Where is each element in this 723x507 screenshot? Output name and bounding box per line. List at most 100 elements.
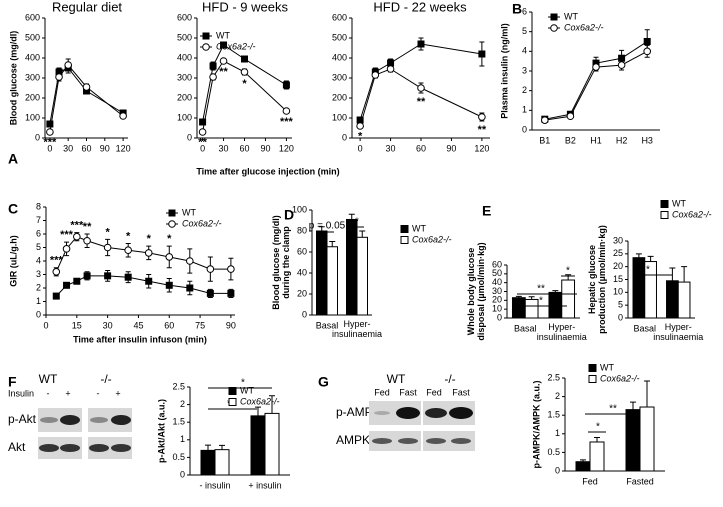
- legend-label: Cox6a2-/-: [600, 373, 640, 383]
- legend-marker: [168, 220, 176, 228]
- annotation: *: [355, 217, 359, 228]
- y-tick-label: 4: [36, 255, 41, 265]
- annotation: *: [646, 265, 650, 276]
- blot-lane: +: [115, 388, 120, 398]
- annotation: *: [241, 378, 245, 389]
- x-tick-label: 0: [43, 320, 48, 330]
- marker: [282, 107, 291, 115]
- y-tick-label: 40: [297, 267, 307, 277]
- y-tick-label: 100: [292, 204, 307, 214]
- panel-label: D: [284, 207, 294, 223]
- x-tick-label: 90: [446, 143, 456, 153]
- marker: [52, 268, 61, 276]
- blot-lane: -: [47, 388, 50, 398]
- blot-band: [90, 417, 108, 423]
- blot-row: Akt: [8, 440, 26, 454]
- blot-band: [398, 438, 418, 444]
- y-tick-label: 3: [36, 269, 41, 279]
- marker: [209, 73, 217, 81]
- blot-band: [449, 407, 473, 419]
- marker: [124, 273, 132, 281]
- legend-label: WT: [672, 198, 686, 208]
- blot-g: WT -/- Fed Fast Fed Fast p-AMPK AMPK: [336, 372, 475, 451]
- bar: [524, 298, 539, 319]
- y-tick-label: 0.5: [547, 447, 560, 457]
- blot-band: [374, 411, 390, 415]
- y-tick-label: 50: [492, 268, 502, 278]
- bar: [316, 230, 328, 316]
- blot-band: [40, 417, 58, 423]
- marker: [73, 277, 81, 285]
- error-bar: [647, 255, 654, 262]
- x-tick-label: 30: [103, 320, 113, 330]
- y-tick-label: 20: [492, 295, 502, 305]
- y-tick-label: 0: [497, 312, 502, 322]
- legend-label: WT: [600, 362, 614, 372]
- error-bar: [318, 226, 325, 231]
- significance: *: [358, 131, 363, 143]
- y-tick-label: 3: [522, 65, 527, 75]
- y-tick-label: 500: [332, 32, 347, 42]
- marker: [103, 243, 112, 252]
- y-tick-label: 7: [36, 215, 41, 225]
- y-tick-label: 0: [342, 132, 347, 142]
- marker: [219, 57, 228, 65]
- marker: [541, 116, 549, 124]
- error-bar: [594, 437, 600, 442]
- series-line: [55, 275, 231, 297]
- x-tick-label: Fasted: [626, 476, 654, 486]
- significance: ***: [280, 116, 294, 128]
- y-tick-label: 600: [332, 12, 347, 22]
- legend-marker: [550, 13, 558, 21]
- marker: [83, 236, 91, 245]
- blot-band: [60, 444, 80, 452]
- marker: [46, 120, 54, 128]
- blot-lane: Fed: [426, 387, 442, 397]
- y-tick-label: 400: [25, 52, 40, 62]
- annotation: *: [539, 296, 543, 307]
- legend-label: WT: [240, 385, 254, 395]
- chart: 0 5 10 15 20 25 30 Basal Hyper-insulinaemia Hepat…: [587, 198, 711, 342]
- blot-band: [111, 444, 131, 452]
- significance: **: [417, 96, 426, 108]
- y-tick-label: 40: [492, 277, 502, 287]
- blot-lane: Fast: [452, 387, 470, 397]
- y-tick-label: 10: [492, 304, 502, 314]
- bar: [264, 412, 280, 476]
- y-tick-label: 400: [332, 52, 347, 62]
- y-tick-label: 60: [492, 259, 502, 269]
- error-bar: [255, 406, 261, 416]
- x-tick-label: 120: [279, 143, 294, 153]
- blot-genotype: WT: [387, 372, 406, 386]
- bar: [639, 406, 655, 472]
- significance: ***: [60, 229, 74, 241]
- marker: [144, 249, 153, 257]
- marker: [417, 84, 425, 92]
- bar: [575, 461, 591, 472]
- bar: [561, 279, 576, 319]
- y-tick-label: 20: [297, 288, 307, 298]
- y-tick-label: 0: [522, 124, 527, 134]
- blot-genotype: -/-: [444, 372, 455, 386]
- error-bar: [348, 213, 355, 220]
- y-tick-label: 6: [522, 6, 527, 16]
- y-tick-label: 1: [522, 105, 527, 115]
- y-tick-label: 0: [35, 132, 40, 142]
- y-axis-label: p-AMPK/AMPK (a.u.): [531, 381, 541, 469]
- x-axis-label: Time after insulin infuson (min): [73, 334, 207, 344]
- significance: *: [126, 230, 131, 242]
- legend-label: WT: [412, 223, 426, 233]
- x-tick-label: 0: [200, 143, 205, 153]
- legend-label: Cox6a2-/-: [182, 218, 222, 228]
- y-axis-label: GIR (uL/g.h): [8, 235, 18, 287]
- y-tick-label: 0.5: [172, 452, 185, 462]
- y-axis-label: Hepatic glucoseproduction (µmol/min·kg): [587, 225, 607, 334]
- blot-band: [425, 408, 447, 418]
- x-tick-label: B2: [565, 135, 576, 145]
- series-line: [55, 236, 231, 273]
- x-axis-label: Time after glucose injection (min): [196, 166, 339, 176]
- marker: [478, 113, 486, 121]
- x-tick-label: 15: [72, 320, 82, 330]
